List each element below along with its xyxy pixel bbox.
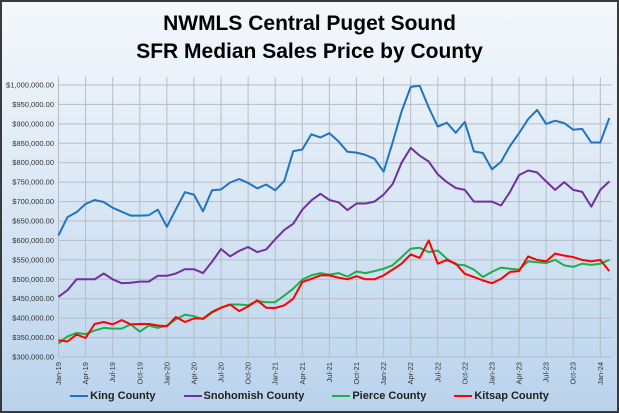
- legend-item: Snohomish County: [183, 390, 305, 402]
- y-tick-label: $400,000.00: [12, 314, 54, 323]
- legend: King County Snohomish County Pierce County…: [2, 390, 617, 402]
- y-tick-label: $850,000.00: [12, 139, 54, 148]
- x-tick-label: Oct-23: [569, 362, 578, 385]
- series-line-kitsap-county: [58, 239, 611, 343]
- x-tick-label: Jan-24: [596, 362, 605, 385]
- y-tick-label: $300,000.00: [12, 353, 54, 362]
- y-tick-label: $450,000.00: [12, 294, 54, 303]
- legend-item: Pierce County: [332, 390, 426, 402]
- x-tick-label: Jul-21: [325, 362, 334, 382]
- y-tick-label: $750,000.00: [12, 178, 54, 187]
- y-tick-label: $600,000.00: [12, 236, 54, 245]
- x-tick-label: Oct-22: [460, 362, 469, 385]
- y-tick-label: $950,000.00: [12, 100, 54, 109]
- x-tick-label: Jul-19: [108, 362, 117, 382]
- legend-label: Snohomish County: [203, 390, 305, 402]
- x-tick-label: Jul-23: [542, 362, 551, 382]
- y-tick-label: $350,000.00: [12, 333, 54, 342]
- x-tick-label: Apr-22: [406, 362, 415, 385]
- legend-label: Kitsap County: [474, 390, 549, 402]
- y-tick-label: $700,000.00: [12, 197, 54, 206]
- legend-label: Pierce County: [352, 390, 427, 402]
- chart-title: NWMLS Central Puget Sound SFR Median Sal…: [2, 10, 617, 66]
- x-tick-label: Jul-20: [217, 362, 226, 382]
- legend-swatch: [454, 395, 473, 398]
- legend-label: King County: [90, 390, 156, 402]
- legend-swatch: [332, 395, 351, 398]
- legend-item: Kitsap County: [454, 390, 549, 402]
- y-tick-label: $500,000.00: [12, 275, 54, 284]
- y-tick-label: $800,000.00: [12, 158, 54, 167]
- series-line-king-county: [57, 84, 611, 236]
- legend-item: King County: [70, 390, 156, 402]
- series-line-snohomish-county: [57, 146, 610, 298]
- legend-swatch: [183, 395, 202, 398]
- y-tick-label: $550,000.00: [12, 255, 54, 264]
- series-line-pierce-county: [57, 246, 610, 345]
- x-tick-label: Jan-22: [379, 362, 388, 385]
- chart-title-line-1: NWMLS Central Puget Sound: [163, 12, 456, 35]
- x-tick-label: Apr-21: [298, 362, 307, 385]
- y-tick-label: $650,000.00: [12, 217, 54, 226]
- x-tick-label: Jan-23: [487, 362, 496, 385]
- x-tick-label: Jan-19: [54, 362, 63, 385]
- x-tick-label: Jul-22: [433, 362, 442, 382]
- x-tick-label: Apr-23: [515, 362, 524, 385]
- x-tick-label: Apr-19: [81, 362, 90, 385]
- legend-swatch: [70, 395, 89, 398]
- x-tick-label: Oct-19: [135, 362, 144, 385]
- y-tick-label: $1,000,000.00: [6, 81, 54, 90]
- y-tick-label: $900,000.00: [12, 119, 54, 128]
- x-tick-label: Jan-20: [162, 362, 171, 385]
- x-tick-label: Oct-21: [352, 362, 361, 385]
- x-tick-label: Jan-21: [271, 362, 280, 385]
- x-tick-label: Oct-20: [244, 362, 253, 385]
- x-tick-label: Apr-20: [189, 362, 198, 385]
- chart-title-line-2: SFR Median Sales Price by County: [136, 40, 483, 63]
